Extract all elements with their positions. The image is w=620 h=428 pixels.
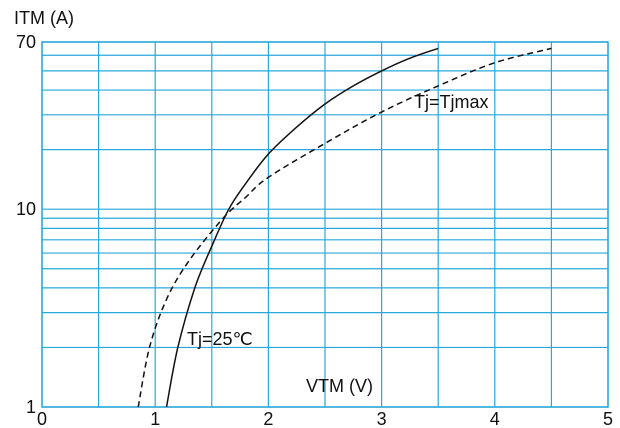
x-tick-label: 3: [377, 409, 387, 428]
grid: [41, 41, 609, 408]
y-tick-label: 10: [16, 199, 36, 219]
y-axis-label: ITM (A): [14, 8, 74, 28]
x-tick-label: 5: [603, 409, 613, 428]
x-tick-label: 2: [263, 409, 273, 428]
y-tick-label: 1: [26, 397, 36, 417]
series-line-tj-tjmax: [137, 47, 552, 408]
x-tick-label: 0: [37, 409, 47, 428]
y-tick-label: 70: [16, 32, 36, 52]
plot-frame: [41, 41, 609, 408]
x-tick-label: 4: [490, 409, 500, 428]
annotation-tj-tjmax: Tj=Tjmax: [414, 92, 489, 112]
annotation-tj-25: Tj=25℃: [187, 329, 253, 349]
series-line-tj-25: [165, 47, 439, 408]
x-tick-label: 1: [150, 409, 160, 428]
x-axis-label: VTM (V): [306, 376, 373, 396]
plot-border: [41, 41, 609, 408]
series-layer: [137, 47, 552, 408]
